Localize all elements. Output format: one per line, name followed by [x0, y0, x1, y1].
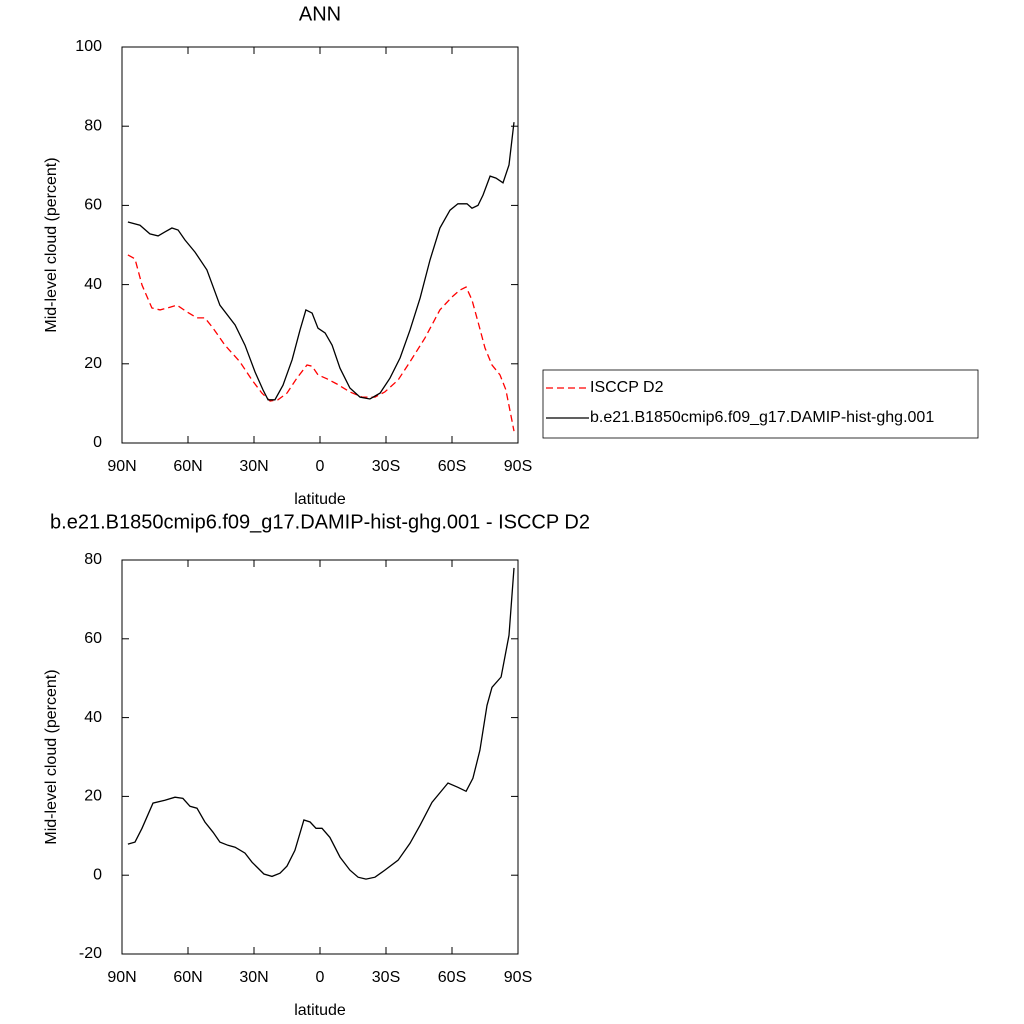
y-tick-label: 0: [93, 866, 102, 883]
y-tick-label: 0: [93, 434, 102, 451]
y-tick-label: 60: [84, 630, 102, 647]
x-tick-label: 30N: [239, 969, 268, 986]
y-tick-label: 20: [84, 355, 102, 372]
line-series: [127, 122, 515, 401]
x-tick-label: 60S: [438, 458, 466, 475]
y-axis-label: Mid-level cloud (percent): [43, 669, 60, 844]
y-tick-label: 60: [84, 197, 102, 214]
x-axis-label: latitude: [294, 1002, 346, 1019]
y-axis-label: Mid-level cloud (percent): [43, 157, 60, 332]
x-tick-label: 30N: [239, 458, 268, 475]
x-tick-label: 90N: [107, 969, 136, 986]
x-tick-label: 0: [316, 458, 325, 475]
legend-label: b.e21.B1850cmip6.f09_g17.DAMIP-hist-ghg.…: [590, 409, 934, 426]
plot-frame: [121, 46, 519, 444]
x-tick-label: 30S: [372, 969, 400, 986]
x-tick-label: 90S: [504, 458, 532, 475]
x-tick-label: 60N: [173, 458, 202, 475]
plot-frame: [121, 559, 519, 955]
y-tick-label: 80: [84, 117, 102, 134]
line-series: [127, 567, 515, 880]
x-axis-label: latitude: [294, 491, 346, 508]
y-tick-label: 100: [75, 38, 102, 55]
line-series: [127, 254, 515, 432]
chart-title: ANN: [299, 3, 341, 25]
x-tick-label: 30S: [372, 458, 400, 475]
y-tick-label: 40: [84, 276, 102, 293]
y-tick-label: 40: [84, 709, 102, 726]
y-tick-label: 80: [84, 551, 102, 568]
x-tick-label: 60S: [438, 969, 466, 986]
legend-box: [542, 369, 979, 439]
y-tick-label: 20: [84, 788, 102, 805]
y-tick-label: -20: [79, 945, 102, 962]
legend-label: ISCCP D2: [590, 379, 664, 396]
chart-title: b.e21.B1850cmip6.f09_g17.DAMIP-hist-ghg.…: [50, 511, 590, 533]
x-tick-label: 90S: [504, 969, 532, 986]
x-tick-label: 90N: [107, 458, 136, 475]
x-tick-label: 60N: [173, 969, 202, 986]
x-tick-label: 0: [316, 969, 325, 986]
